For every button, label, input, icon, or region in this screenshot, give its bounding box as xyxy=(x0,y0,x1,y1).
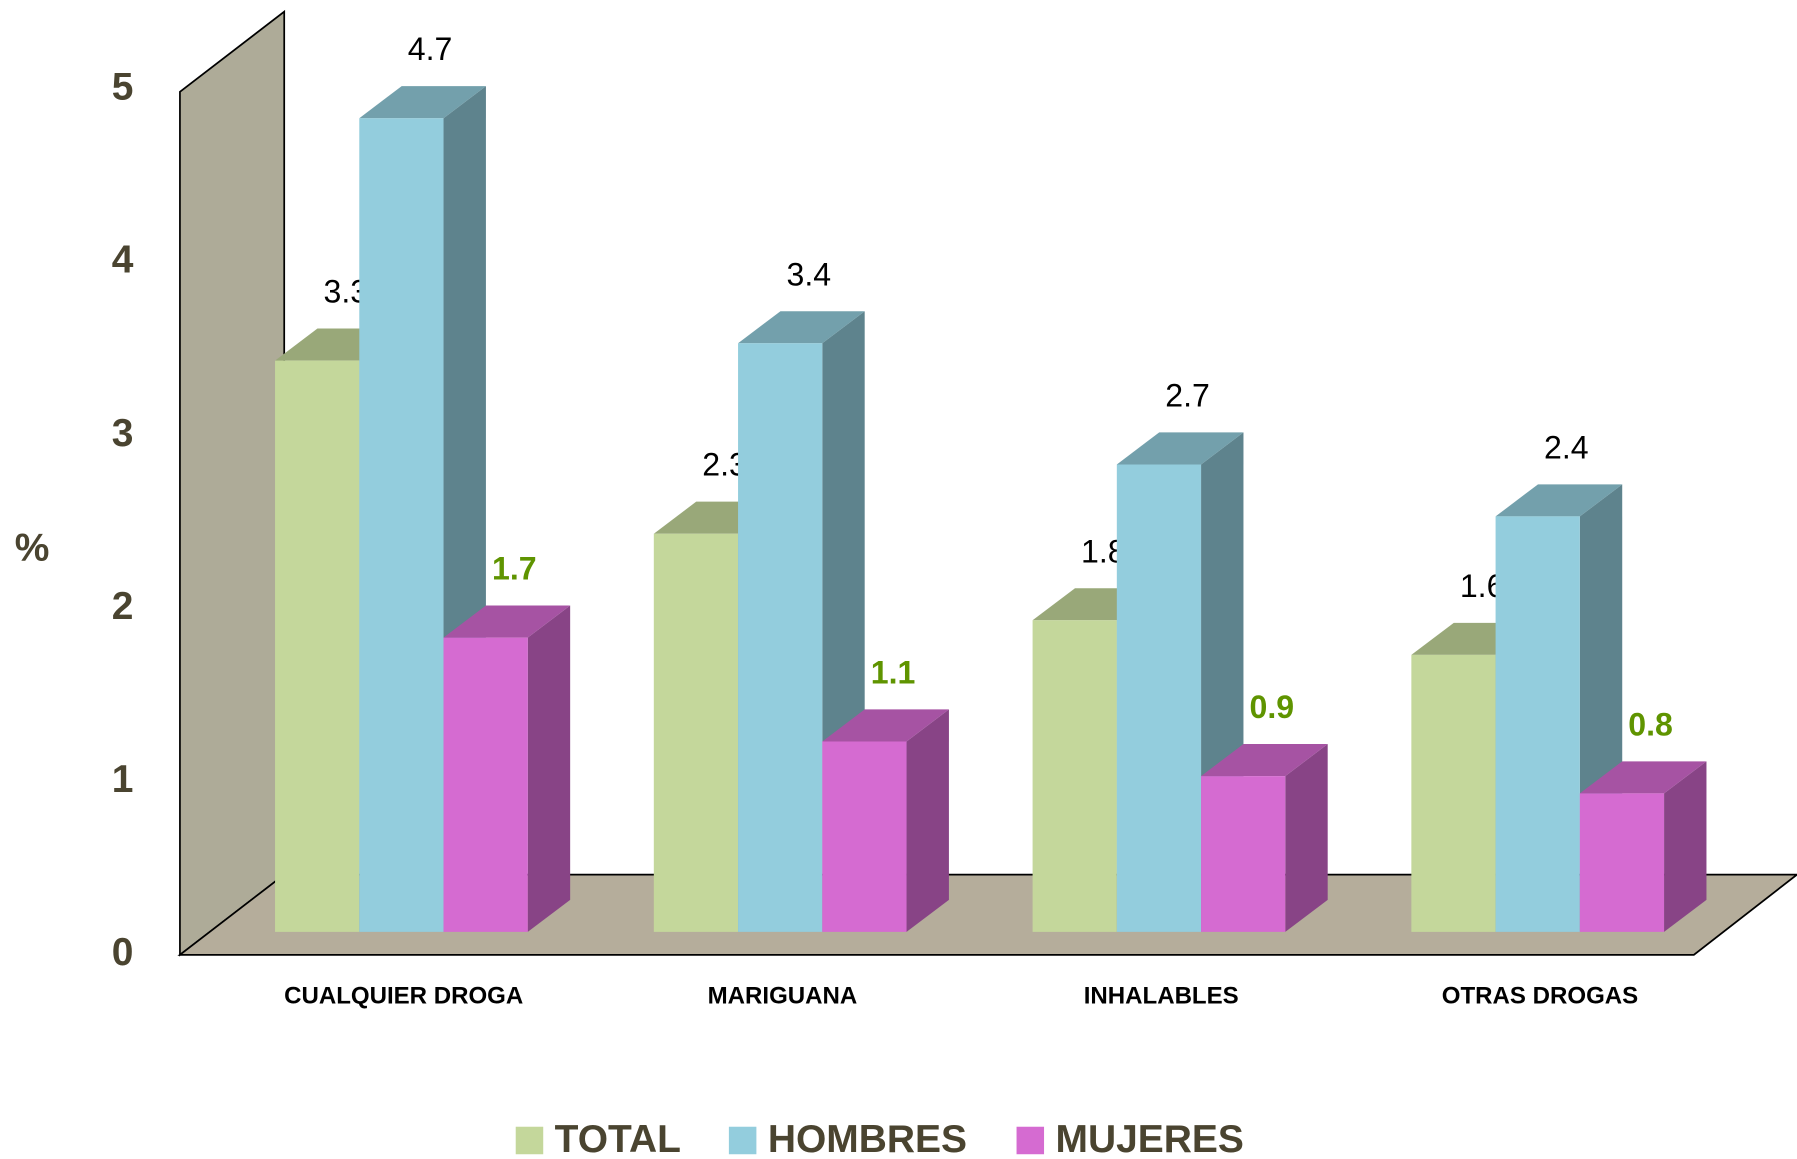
data-label: 4.7 xyxy=(408,31,453,67)
bar xyxy=(822,709,949,932)
bar-front xyxy=(1032,620,1117,932)
y-tick-label: 5 xyxy=(112,66,134,109)
legend-label: MUJERES xyxy=(1056,1118,1244,1159)
bar xyxy=(443,605,571,932)
bar xyxy=(1579,761,1707,932)
bar-front xyxy=(1116,464,1202,932)
floor xyxy=(177,873,1797,956)
data-label: 2.7 xyxy=(1165,377,1210,413)
bar-side xyxy=(906,709,949,932)
bar-front xyxy=(359,118,444,932)
bar-top xyxy=(1116,432,1244,465)
data-label: 1.7 xyxy=(492,551,537,587)
legend-label: HOMBRES xyxy=(768,1118,967,1159)
legend-swatch xyxy=(515,1126,544,1155)
legend-swatch xyxy=(1016,1126,1045,1155)
bar-front xyxy=(653,533,739,932)
bar-front xyxy=(1201,776,1286,932)
y-tick-label: 0 xyxy=(112,931,134,974)
bar-top xyxy=(359,86,486,119)
bar-top xyxy=(443,605,571,638)
data-label: 0.8 xyxy=(1628,706,1673,742)
bar-front xyxy=(822,741,907,932)
y-tick-label: 1 xyxy=(112,758,134,801)
bar-front xyxy=(1495,516,1580,932)
data-label: 0.9 xyxy=(1250,689,1295,725)
back-wall xyxy=(179,9,286,957)
bar-top xyxy=(822,709,949,742)
bar-front xyxy=(1411,654,1496,932)
x-tick-label: MARIGUANA xyxy=(708,983,858,1010)
bar-front xyxy=(275,360,360,932)
bar-top xyxy=(1201,744,1328,777)
legend-swatch xyxy=(728,1126,757,1155)
data-label: 2.4 xyxy=(1544,429,1589,465)
bar-front xyxy=(443,637,528,932)
y-tick-label: 3 xyxy=(112,412,134,455)
legend-label: TOTAL xyxy=(555,1118,681,1159)
bar-side xyxy=(1664,761,1707,932)
bar-top xyxy=(1495,484,1623,517)
data-label: 3.4 xyxy=(787,256,832,292)
y-tick-label: 4 xyxy=(112,239,134,282)
bar-side xyxy=(527,605,571,932)
x-tick-label: OTRAS DROGAS xyxy=(1442,983,1638,1010)
bar xyxy=(1201,744,1328,932)
y-axis-label: % xyxy=(15,527,50,570)
bar-top xyxy=(738,311,865,344)
bar-top xyxy=(1579,761,1707,794)
x-tick-label: INHALABLES xyxy=(1084,983,1239,1010)
y-tick-label: 2 xyxy=(112,585,134,628)
bar-front xyxy=(738,343,823,932)
bar-side xyxy=(1285,744,1328,932)
bar-front xyxy=(1579,793,1665,932)
data-label: 1.1 xyxy=(871,654,916,690)
x-tick-label: CUALQUIER DROGA xyxy=(284,983,523,1010)
